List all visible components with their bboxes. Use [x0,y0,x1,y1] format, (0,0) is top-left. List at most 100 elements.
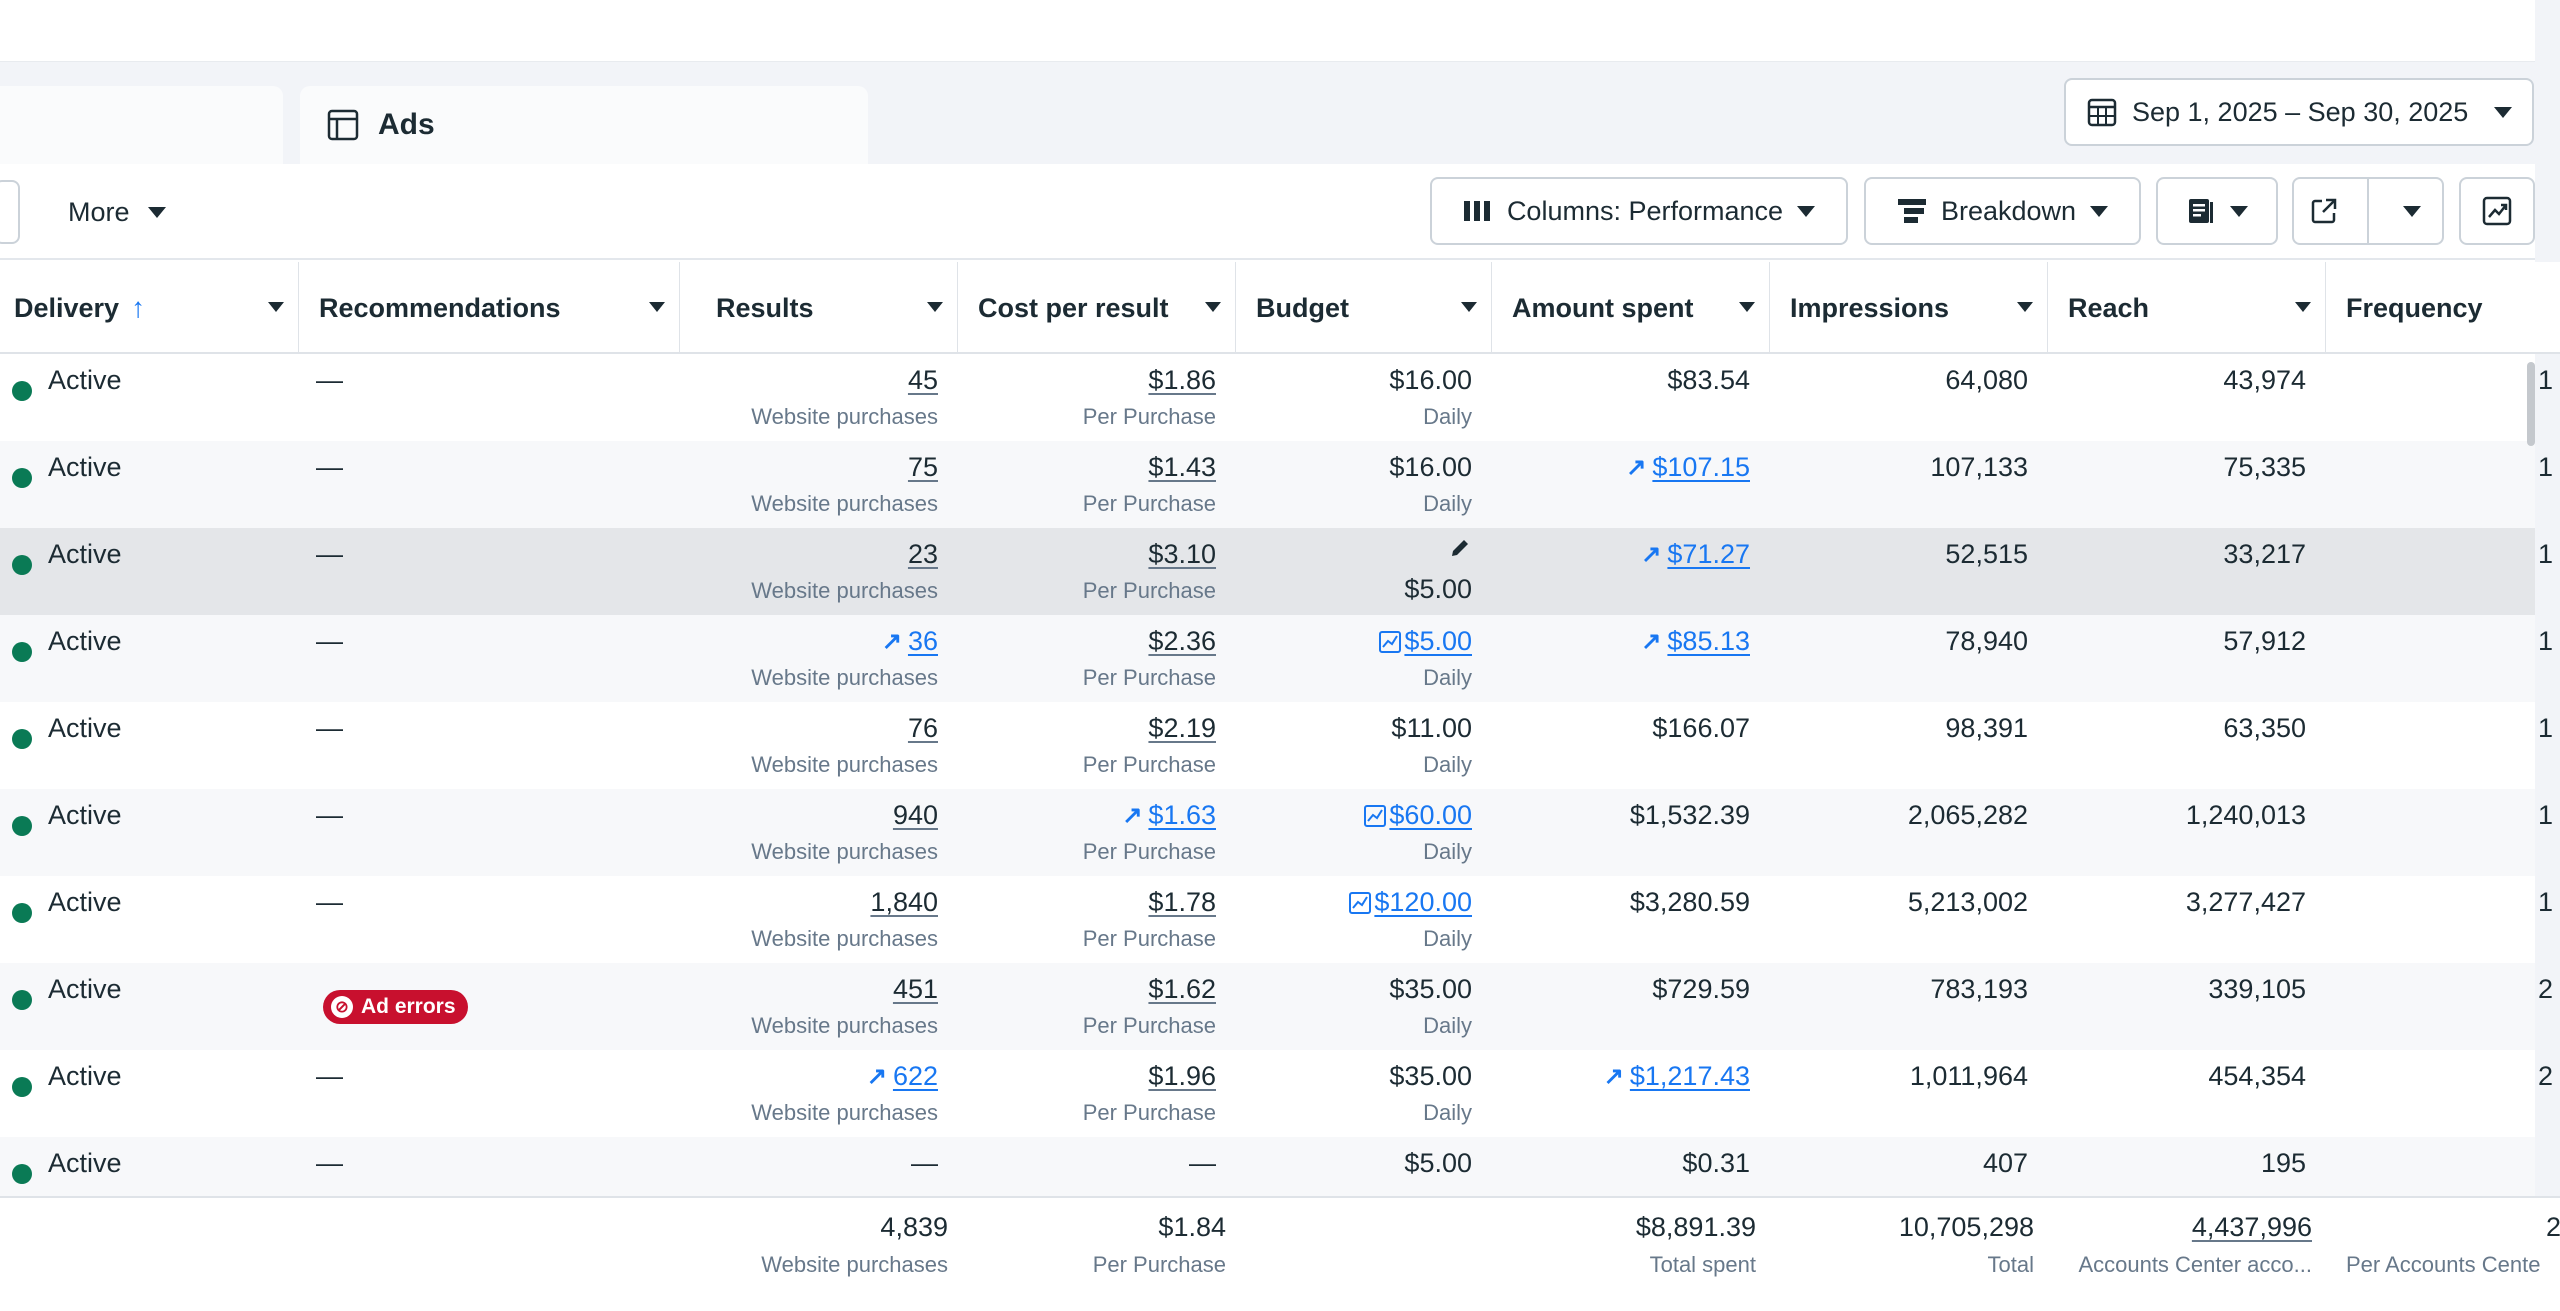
cost-value[interactable]: $1.78 [1148,887,1216,918]
budget-link[interactable]: $120.00 [1374,887,1472,917]
total-reach-value[interactable]: 4,437,996 [2192,1212,2312,1243]
column-header-delivery[interactable]: Delivery ↑ [0,262,299,354]
cost-value[interactable]: ↗ $1.63 [1122,800,1216,831]
table-row[interactable]: Active — 75 Website purchases $1.43 Per … [0,441,2553,528]
cost-value[interactable]: $2.19 [1148,713,1216,744]
results-value[interactable]: ↗ 36 [882,626,938,657]
tab-previous[interactable] [0,86,283,164]
more-button[interactable]: More [50,180,184,244]
spent-link[interactable]: $107.15 [1652,452,1750,482]
cost-value[interactable]: $1.62 [1148,974,1216,1005]
table-row[interactable]: Active — ↗ 36 Website purchases $2.36 Pe… [0,615,2553,702]
total-reach-number[interactable]: 4,437,996 [2191,1212,2312,1242]
table-row[interactable]: Active — — — $5.00 $0.31 407 195 2 [0,1137,2535,1196]
column-header-recommendations[interactable]: Recommendations [299,262,680,354]
export-button[interactable] [2294,179,2353,243]
results-number[interactable]: 451 [892,974,938,1004]
column-menu-icon[interactable] [1739,302,1755,312]
chart-icon [2481,195,2513,227]
table-row[interactable]: Active ⊘ Ad errors 451 Website purchases… [0,963,2553,1050]
spent-link[interactable]: $71.27 [1667,539,1750,569]
column-menu-icon[interactable] [927,302,943,312]
column-header-reach[interactable]: Reach [2048,262,2326,354]
results-cell: 451 Website purchases [680,963,958,1050]
results-value[interactable]: 76 [908,713,938,744]
column-header-budget[interactable]: Budget [1236,262,1492,354]
column-menu-icon[interactable] [268,302,284,312]
table-row[interactable]: Active — 940 Website purchases ↗ $1.63 P… [0,789,2553,876]
charts-button[interactable] [2459,177,2535,245]
trend-up-icon: ↗ [1122,802,1143,829]
table-row[interactable]: Active — 23 Website purchases $3.10 Per … [0,528,2553,615]
results-link[interactable]: 36 [907,626,938,656]
results-value[interactable]: 940 [893,800,938,831]
budget-value[interactable]: $120.00 [1348,887,1472,918]
results-number[interactable]: 23 [907,539,938,569]
cost-number[interactable]: $2.19 [1148,713,1216,743]
column-menu-icon[interactable] [2017,302,2033,312]
cost-number[interactable]: $1.62 [1148,974,1216,1004]
chevron-down-icon [147,206,166,218]
results-number[interactable]: 1,840 [870,887,938,917]
column-header-results[interactable]: Results [680,262,958,354]
columns-button[interactable]: Columns: Performance [1430,177,1848,245]
cost-link[interactable]: $1.63 [1148,800,1216,830]
cost-number[interactable]: $1.43 [1148,452,1216,482]
cost-number[interactable]: $2.36 [1148,626,1216,656]
edit-budget-button[interactable] [1448,536,1472,560]
results-value[interactable]: ↗ 622 [867,1061,938,1092]
results-number[interactable]: 45 [907,365,938,395]
results-value[interactable]: 45 [908,365,938,396]
spent-link[interactable]: $85.13 [1667,626,1750,656]
export-menu-button[interactable] [2383,179,2442,243]
budget-link[interactable]: $5.00 [1404,626,1472,656]
spent-value[interactable]: ↗ $107.15 [1626,452,1750,483]
column-header-impressions[interactable]: Impressions [1770,262,2048,354]
budget-label: Daily [1423,1100,1472,1125]
table-row[interactable]: Active — ↗ 622 Website purchases $1.96 P… [0,1050,2553,1137]
column-menu-icon[interactable] [1205,302,1221,312]
cost-value[interactable]: $2.36 [1148,626,1216,657]
column-header-frequency[interactable]: Frequency [2326,262,2535,354]
cost-number[interactable]: $3.10 [1148,539,1216,569]
ad-errors-badge[interactable]: ⊘ Ad errors [323,990,468,1024]
budget-value[interactable]: $5.00 [1378,626,1472,657]
toolbar-button-partial[interactable] [0,180,20,244]
spent-link[interactable]: $1,217.43 [1629,1061,1750,1091]
column-header-amount-spent[interactable]: Amount spent [1492,262,1770,354]
cost-value[interactable]: $1.96 [1148,1061,1216,1092]
spent-value[interactable]: ↗ $71.27 [1641,539,1750,570]
column-menu-icon[interactable] [2295,302,2311,312]
spent-value[interactable]: ↗ $1,217.43 [1604,1061,1750,1092]
results-number[interactable]: 76 [907,713,938,743]
cost-number[interactable]: $1.86 [1148,365,1216,395]
cost-number[interactable]: $1.96 [1148,1061,1216,1091]
budget-link[interactable]: $60.00 [1389,800,1472,830]
spent-value[interactable]: ↗ $85.13 [1641,626,1750,657]
cost-value[interactable]: $1.43 [1148,452,1216,483]
divider [2367,179,2369,243]
results-link[interactable]: 622 [892,1061,938,1091]
cost-number[interactable]: $1.78 [1148,887,1216,917]
table-row[interactable]: Active — 45 Website purchases $1.86 Per … [0,354,2553,441]
table-row[interactable]: Active — 76 Website purchases $2.19 Per … [0,702,2553,789]
results-number[interactable]: 75 [907,452,938,482]
cost-value[interactable]: $3.10 [1148,539,1216,570]
vertical-scrollbar[interactable] [2527,362,2535,446]
cost-value[interactable]: $1.86 [1148,365,1216,396]
date-range-picker[interactable]: Sep 1, 2025 – Sep 30, 2025 [2064,78,2534,146]
results-number[interactable]: 940 [892,800,938,830]
results-value[interactable]: 451 [893,974,938,1005]
results-value[interactable]: 23 [908,539,938,570]
column-menu-icon[interactable] [649,302,665,312]
results-value[interactable]: 1,840 [870,887,938,918]
breakdown-button[interactable]: Breakdown [1864,177,2141,245]
table-row[interactable]: Active — 1,840 Website purchases $1.78 P… [0,876,2553,963]
column-header-cost-per-result[interactable]: Cost per result [958,262,1236,354]
total-impressions-cell: 10,705,298 Total [1770,1196,2048,1311]
budget-value[interactable]: $60.00 [1363,800,1472,831]
results-value[interactable]: 75 [908,452,938,483]
column-menu-icon[interactable] [1461,302,1477,312]
tab-ads[interactable]: Ads [300,86,868,164]
reports-button[interactable] [2156,177,2278,245]
